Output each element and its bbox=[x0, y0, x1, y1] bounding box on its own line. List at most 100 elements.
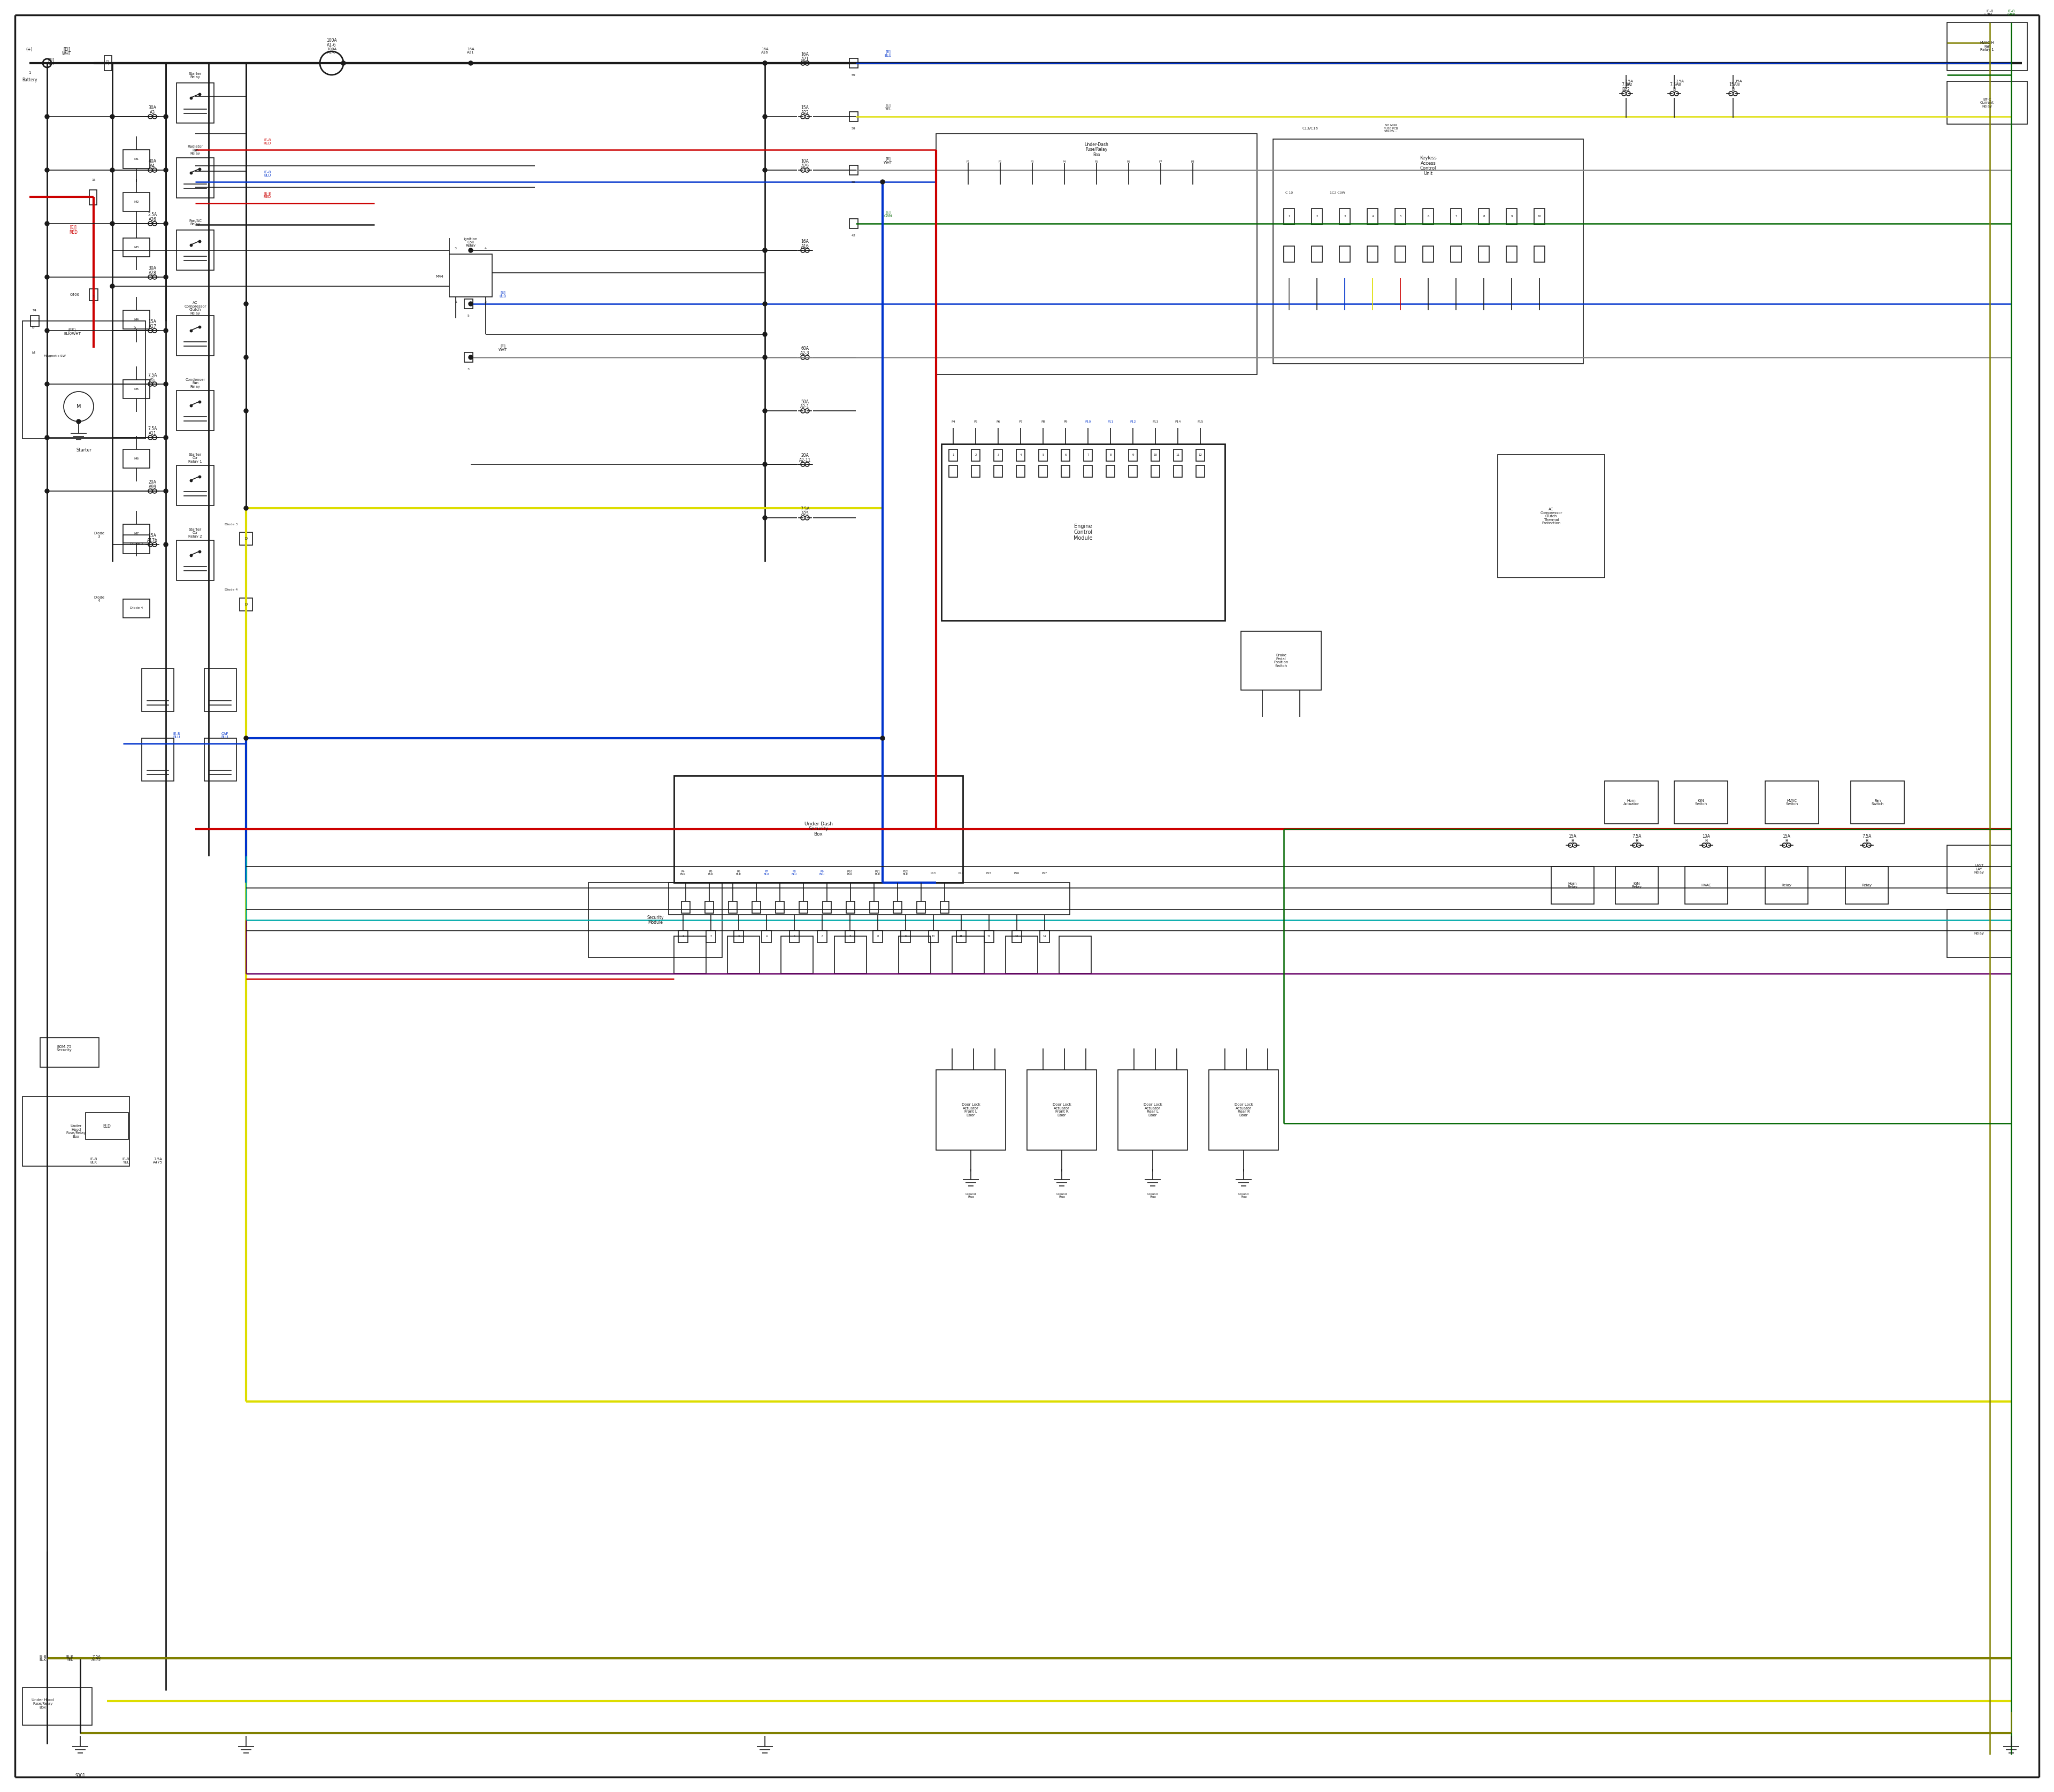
Bar bbox=[1284, 208, 1294, 224]
Text: Ignition
Coil
Relay: Ignition Coil Relay bbox=[464, 237, 479, 247]
Text: [EE]
BLK/WHT: [EE] BLK/WHT bbox=[64, 328, 80, 335]
Text: 15A
A17b: 15A A17b bbox=[148, 534, 158, 543]
Bar bbox=[1764, 867, 1808, 903]
Bar bbox=[1313, 208, 1323, 224]
Text: 59: 59 bbox=[852, 73, 857, 77]
Text: Ground
Plug: Ground Plug bbox=[965, 1193, 976, 1199]
Bar bbox=[23, 1688, 92, 1726]
Circle shape bbox=[762, 409, 766, 412]
Bar bbox=[177, 391, 214, 430]
Bar bbox=[893, 901, 902, 914]
Circle shape bbox=[45, 222, 49, 226]
Text: 7.5A
B: 7.5A B bbox=[1633, 833, 1641, 844]
Bar bbox=[1506, 246, 1518, 262]
Text: Diode
4: Diode 4 bbox=[94, 595, 105, 602]
Text: P12
BLK: P12 BLK bbox=[904, 871, 908, 876]
Bar bbox=[1210, 1070, 1278, 1150]
Circle shape bbox=[762, 516, 766, 520]
Text: 7.5A
B22: 7.5A B22 bbox=[1621, 82, 1631, 91]
Text: P4: P4 bbox=[951, 419, 955, 423]
Text: 59: 59 bbox=[852, 127, 857, 129]
Bar bbox=[928, 930, 939, 943]
Bar bbox=[1195, 466, 1204, 477]
Text: HVAC: HVAC bbox=[1701, 883, 1711, 887]
Circle shape bbox=[762, 168, 766, 172]
Text: Condenser
Fan
Relay: Condenser Fan Relay bbox=[185, 378, 205, 389]
Bar bbox=[1284, 246, 1294, 262]
Text: F4: F4 bbox=[1062, 159, 1066, 163]
Bar bbox=[1947, 909, 2011, 957]
Circle shape bbox=[164, 115, 168, 118]
Text: 66: 66 bbox=[852, 181, 857, 183]
Text: 10: 10 bbox=[1154, 453, 1156, 457]
Bar bbox=[1039, 450, 1048, 461]
Text: 20A
A99: 20A A99 bbox=[148, 480, 156, 489]
Bar bbox=[953, 935, 984, 973]
Text: 1: 1 bbox=[454, 301, 456, 303]
Circle shape bbox=[45, 274, 49, 280]
Text: Ground
Plug: Ground Plug bbox=[1148, 1193, 1158, 1199]
Bar bbox=[707, 930, 715, 943]
Text: HVAC
Switch: HVAC Switch bbox=[1785, 799, 1797, 806]
Bar bbox=[177, 539, 214, 581]
Text: Horn
Relay: Horn Relay bbox=[1567, 882, 1577, 889]
Bar bbox=[1684, 867, 1727, 903]
Bar bbox=[1027, 1070, 1097, 1150]
Text: 7.5A
B22: 7.5A B22 bbox=[1625, 79, 1633, 86]
Bar bbox=[1479, 246, 1489, 262]
Circle shape bbox=[762, 249, 766, 253]
Bar bbox=[23, 1097, 129, 1167]
Text: Relay: Relay bbox=[1861, 883, 1871, 887]
Circle shape bbox=[468, 249, 472, 253]
Text: LAST
LAY
Relay: LAST LAY Relay bbox=[1974, 864, 1984, 874]
Text: Relay: Relay bbox=[1781, 883, 1791, 887]
Text: L-1: L-1 bbox=[1984, 13, 1990, 16]
Circle shape bbox=[164, 328, 168, 333]
Text: IE-8
BLK: IE-8 BLK bbox=[90, 1158, 97, 1165]
Text: Starter
Ctr
Relay 1: Starter Ctr Relay 1 bbox=[189, 453, 201, 462]
Circle shape bbox=[244, 301, 249, 306]
Circle shape bbox=[45, 435, 49, 439]
Circle shape bbox=[881, 737, 885, 740]
Text: HVAC-H
Fan
Relay 1: HVAC-H Fan Relay 1 bbox=[1980, 41, 1994, 52]
Circle shape bbox=[111, 168, 115, 172]
Text: Door Lock
Actuator
Front R
Door: Door Lock Actuator Front R Door bbox=[1052, 1104, 1070, 1116]
Text: Under
Hood
Fuse/Relay
Box: Under Hood Fuse/Relay Box bbox=[66, 1125, 86, 1138]
Bar bbox=[1368, 208, 1378, 224]
Text: T1
1: T1 1 bbox=[107, 61, 111, 66]
Circle shape bbox=[244, 409, 249, 412]
Bar bbox=[941, 444, 1224, 620]
Bar bbox=[670, 883, 1070, 914]
Bar bbox=[23, 321, 146, 439]
Bar bbox=[123, 238, 150, 256]
Text: Magnetic SW: Magnetic SW bbox=[43, 355, 66, 357]
Text: IE-8
BLU: IE-8 BLU bbox=[263, 170, 271, 177]
Text: 7.5A
A25: 7.5A A25 bbox=[801, 507, 809, 516]
Bar bbox=[1017, 450, 1025, 461]
Bar bbox=[1273, 140, 1584, 364]
Bar bbox=[850, 219, 859, 228]
Text: IE-8
YEL: IE-8 YEL bbox=[66, 1656, 74, 1661]
Bar bbox=[834, 935, 867, 973]
Text: 12: 12 bbox=[988, 935, 990, 937]
Circle shape bbox=[468, 355, 472, 360]
Bar bbox=[674, 935, 707, 973]
Bar bbox=[1085, 466, 1093, 477]
Text: Diode
3: Diode 3 bbox=[94, 532, 105, 538]
Bar bbox=[994, 466, 1002, 477]
Text: M3: M3 bbox=[134, 246, 140, 249]
Bar bbox=[123, 450, 150, 468]
Text: Starter: Starter bbox=[76, 448, 92, 453]
Text: Relay: Relay bbox=[1974, 932, 1984, 935]
Bar bbox=[846, 901, 854, 914]
Circle shape bbox=[762, 61, 766, 65]
Bar bbox=[31, 315, 39, 326]
Circle shape bbox=[762, 249, 766, 253]
Bar bbox=[1395, 246, 1405, 262]
Bar bbox=[142, 738, 175, 781]
Text: Door Lock
Actuator
Rear L
Door: Door Lock Actuator Rear L Door bbox=[1144, 1104, 1163, 1116]
Text: Diode 3: Diode 3 bbox=[224, 523, 238, 525]
Circle shape bbox=[244, 355, 249, 360]
Bar bbox=[1674, 781, 1727, 824]
Text: 16A
A21: 16A A21 bbox=[466, 47, 474, 54]
